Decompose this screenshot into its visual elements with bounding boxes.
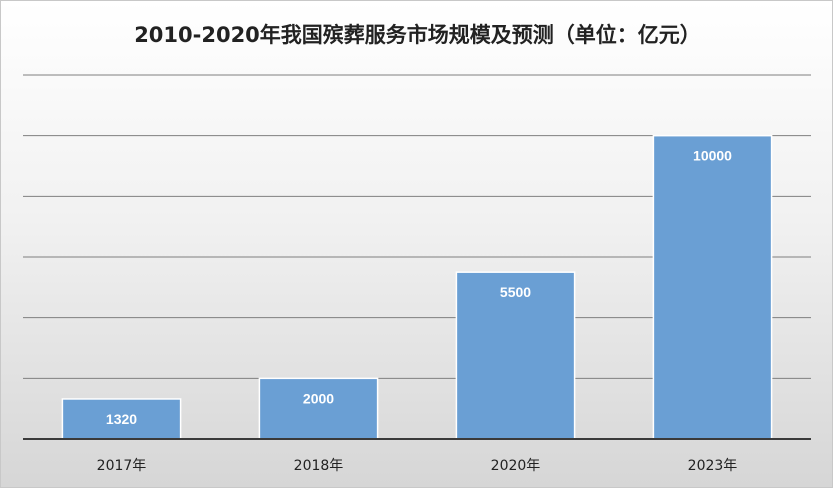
data-label-4: 10000: [693, 148, 732, 164]
x-tick-label-1: 2017年: [97, 458, 147, 474]
data-label-3: 5500: [500, 284, 531, 300]
chart-title: 2010-2020年我国殡葬服务市场规模及预测（单位：亿元）: [134, 23, 701, 47]
x-tick-label-4: 2023年: [688, 458, 738, 474]
x-tick-label-2: 2018年: [294, 458, 344, 474]
bar-1: [61, 398, 182, 440]
data-label-2: 2000: [303, 390, 334, 406]
data-label-1: 1320: [106, 411, 137, 427]
x-tick-label-3: 2020年: [491, 458, 541, 474]
bar-2: [258, 377, 379, 440]
bar-4: [652, 134, 773, 440]
